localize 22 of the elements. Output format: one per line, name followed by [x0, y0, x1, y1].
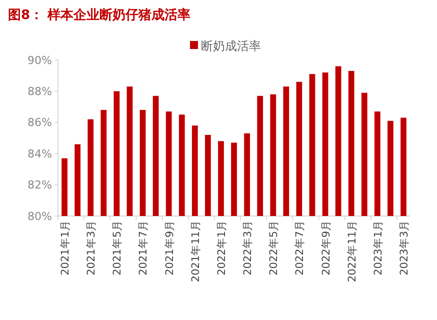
y-tick-label: 84%	[28, 147, 52, 160]
y-tick-label: 82%	[28, 178, 52, 192]
y-tick-label: 88%	[28, 85, 52, 98]
x-tick-label: 2021年1月	[60, 220, 72, 276]
x-tick-label: 2021年5月	[112, 220, 124, 276]
chart-title: 图8： 样本企业断奶仔猪成活率	[8, 7, 191, 23]
x-tick-label: 2022年11月	[346, 220, 358, 282]
x-tick-label: 2022年3月	[242, 220, 254, 276]
x-tick-label: 2021年3月	[86, 220, 98, 276]
legend-label: 断奶成活率	[201, 39, 261, 53]
x-tick-label: 2021年7月	[138, 220, 150, 276]
y-tick-label: 90%	[28, 54, 52, 67]
x-tick-label: 2022年9月	[320, 220, 332, 276]
y-tick-label: 86%	[28, 116, 52, 130]
x-tick-label: 2022年7月	[294, 220, 306, 276]
y-tick-label: 80%	[28, 210, 52, 223]
x-tick-label: 2022年1月	[216, 220, 228, 276]
x-tick-label: 2021年11月	[190, 220, 202, 282]
x-tick-label: 2021年9月	[164, 220, 176, 276]
x-tick-label: 2022年5月	[268, 220, 280, 276]
x-tick-label: 2023年1月	[372, 220, 384, 276]
x-tick-label: 2023年3月	[398, 220, 410, 276]
